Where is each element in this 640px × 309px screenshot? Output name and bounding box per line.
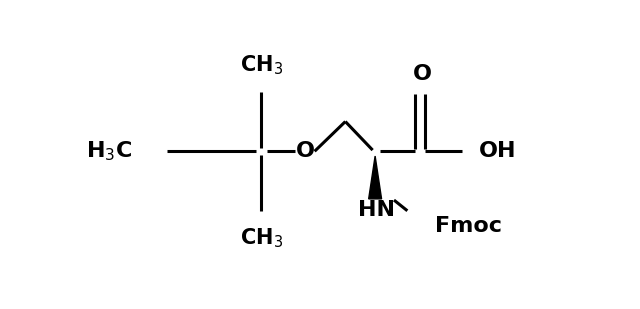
Text: H$_3$C: H$_3$C bbox=[86, 139, 132, 163]
Text: CH$_3$: CH$_3$ bbox=[239, 54, 282, 78]
Text: Fmoc: Fmoc bbox=[435, 216, 502, 236]
Polygon shape bbox=[369, 156, 381, 199]
Text: O: O bbox=[413, 64, 432, 84]
Text: HN: HN bbox=[358, 200, 395, 220]
Text: CH$_3$: CH$_3$ bbox=[239, 226, 282, 250]
Text: OH: OH bbox=[479, 141, 516, 161]
Text: O: O bbox=[296, 141, 315, 161]
